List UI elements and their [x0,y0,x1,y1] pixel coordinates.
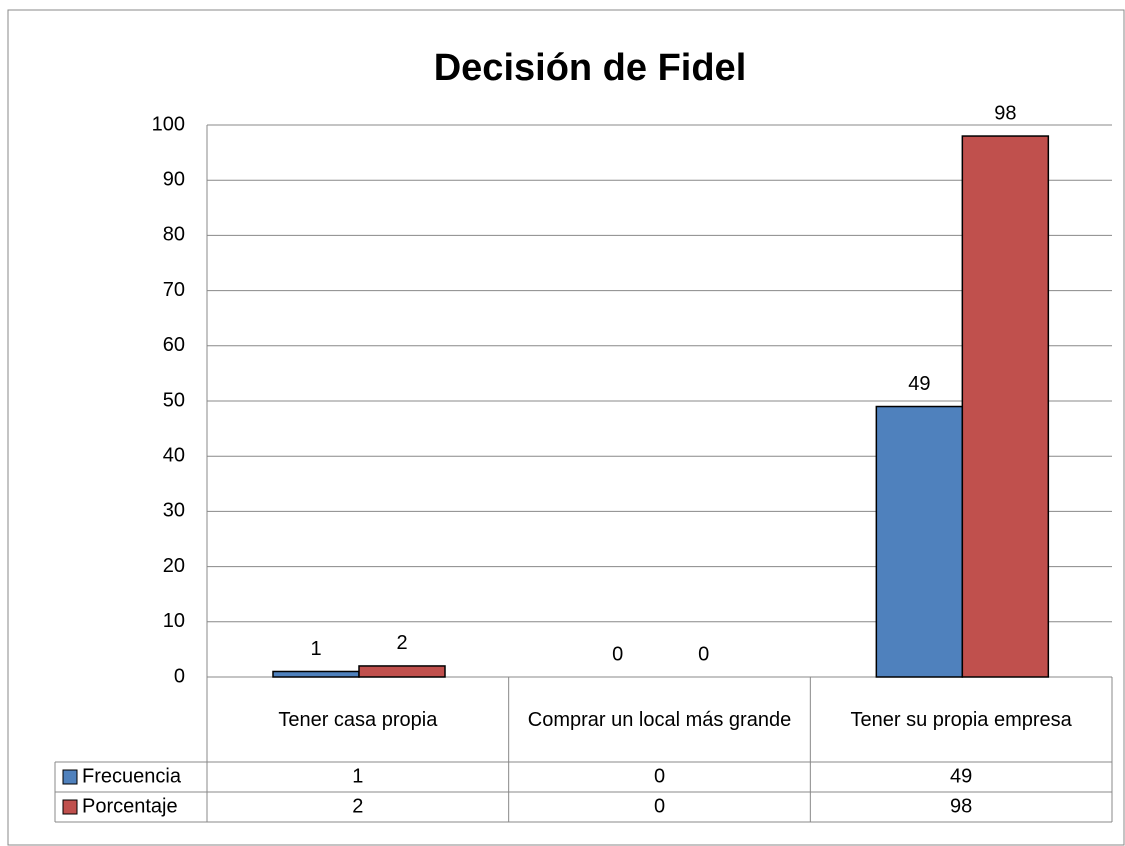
table-cell: 98 [950,795,972,817]
table-cell: 0 [654,795,665,817]
x-tick-label-box: Comprar un local más grande [527,708,792,731]
bar [272,670,360,678]
bar [875,405,964,678]
y-tick-label: 80 [163,224,185,246]
data-label: 98 [994,102,1016,124]
data-label: 49 [908,373,930,395]
y-tick-label: 30 [163,500,185,522]
table-cell: 2 [352,795,363,817]
x-tick-label: Tener casa propia [278,708,438,731]
data-label: 0 [612,643,623,665]
y-tick-label: 60 [163,334,185,356]
data-label: 2 [396,632,407,654]
y-tick-label: 90 [163,168,185,190]
bar [961,135,1050,678]
legend-label: Porcentaje [82,795,178,817]
x-tick-label: Tener su propia empresa [850,708,1072,731]
legend-label: Frecuencia [82,765,182,787]
legend-key [62,799,78,815]
table-cell: 0 [654,765,665,787]
y-tick-label: 50 [163,389,185,411]
y-tick-label: 0 [174,665,185,687]
chart-title: Decisión de Fidel [434,47,747,89]
legend-key [62,769,78,785]
y-tick-label: 10 [163,610,185,632]
table-cell: 49 [950,765,972,787]
y-tick-label: 40 [163,444,185,466]
data-label: 1 [310,638,321,660]
table-cell: 1 [352,765,363,787]
data-label: 0 [698,643,709,665]
x-tick-label-box: Tener casa propia [278,708,438,731]
bar [358,665,446,678]
y-tick-label: 20 [163,555,185,577]
x-tick-label-box: Tener su propia empresa [850,708,1072,731]
y-tick-label: 70 [163,279,185,301]
x-tick-label: Comprar un local más grande [527,708,792,731]
y-tick-label: 100 [152,113,185,135]
